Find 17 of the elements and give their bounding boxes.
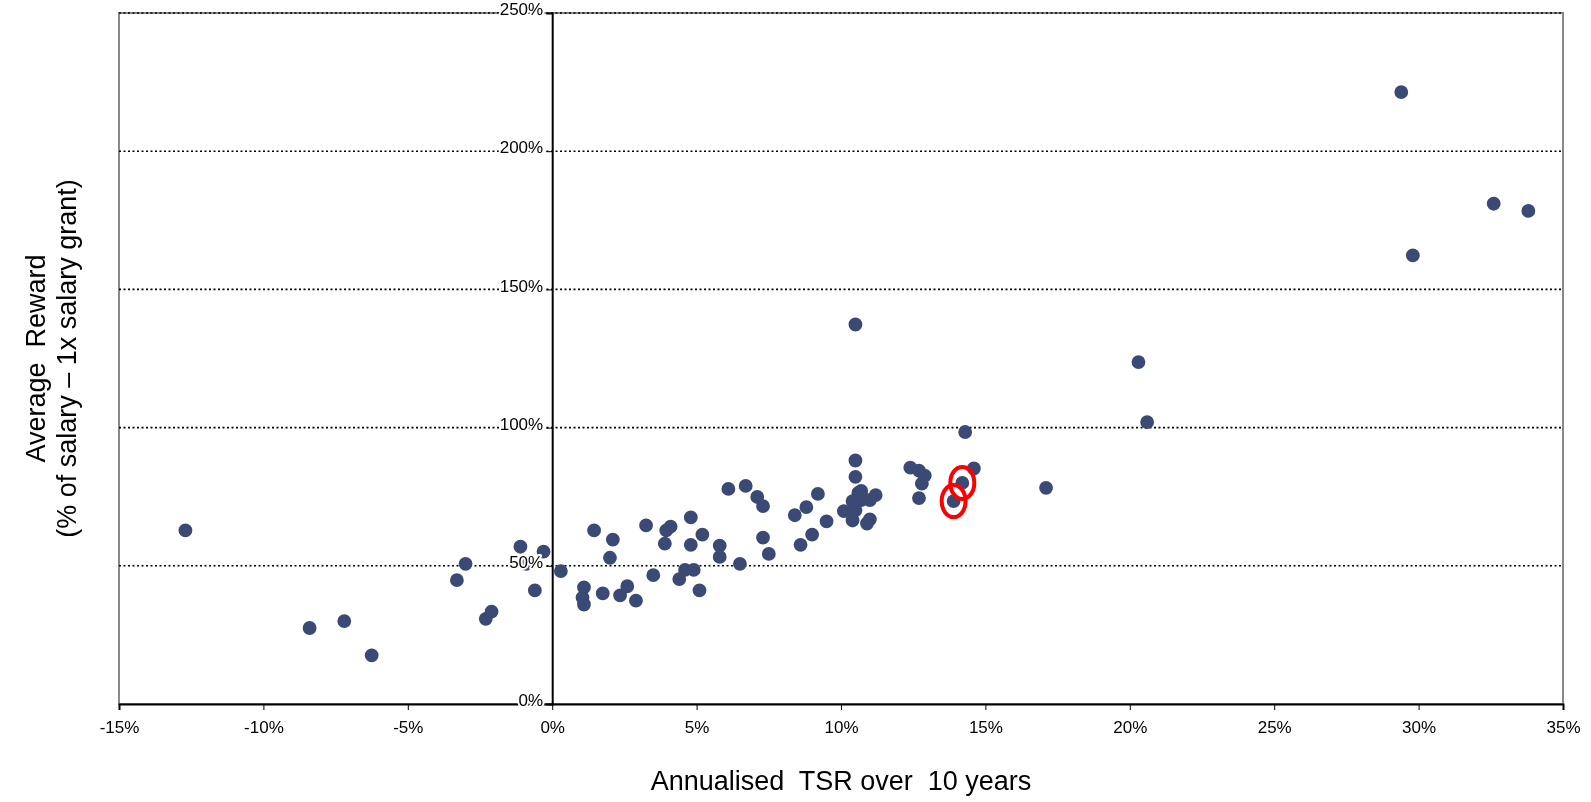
x-tick-label: 35%: [1546, 718, 1581, 738]
x-tick-label: -10%: [244, 718, 284, 738]
x-tick-label: 30%: [1402, 718, 1437, 738]
x-tick-label: 25%: [1257, 718, 1292, 738]
x-tick-label: 5%: [684, 718, 710, 738]
x-tick-label: 0%: [540, 718, 565, 738]
x-tick-label: 15%: [968, 718, 1003, 738]
x-tick-label: -5%: [393, 718, 424, 738]
y-tick-label: 200%: [499, 138, 544, 158]
x-axis-title: Annualised TSR over 10 years: [650, 766, 1032, 796]
y-axis-title: Average Reward (% of salary – 1x salary grant): [21, 179, 83, 538]
x-tick-label: 10%: [824, 718, 859, 738]
y-tick-label: 100%: [499, 414, 544, 434]
y-tick-label: 250%: [499, 0, 544, 20]
x-tick-label: -15%: [99, 718, 140, 738]
y-tick-label: 150%: [499, 276, 544, 296]
x-tick-label: 20%: [1113, 718, 1148, 738]
